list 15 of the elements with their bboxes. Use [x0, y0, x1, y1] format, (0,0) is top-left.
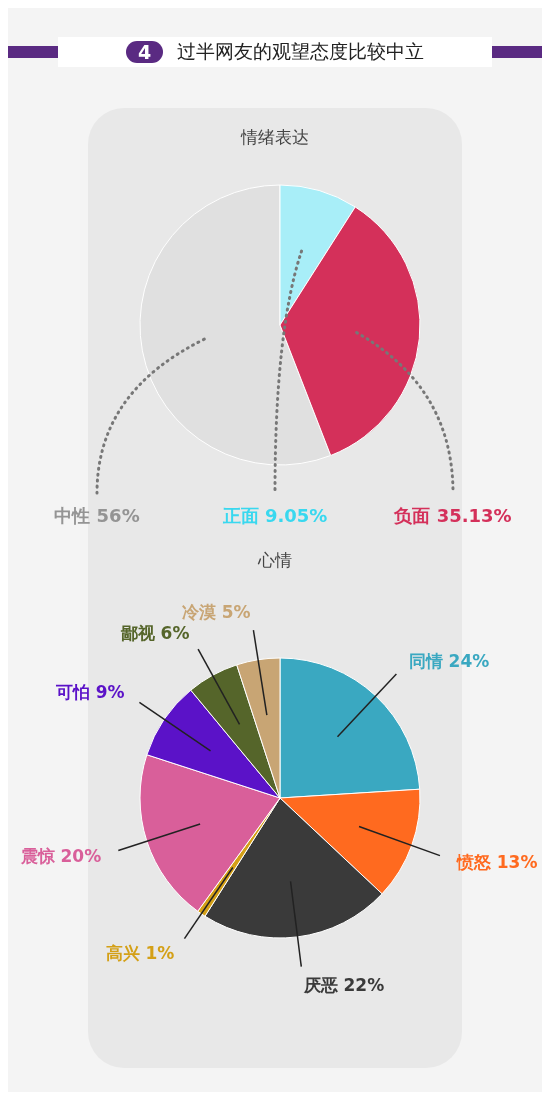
slice-label: 正面 9.05% [221, 504, 328, 526]
slice-label: 可怕 9% [54, 682, 125, 703]
slice-label: 震惊 20% [19, 846, 102, 867]
slice-label: 中性 56% [54, 504, 140, 526]
slice-label: 厌恶 22% [302, 974, 385, 995]
text: 过半网友的观望态度比较中立 [177, 39, 425, 64]
slice-label: 愤怒 13% [455, 851, 538, 872]
chart-title: 情绪表达 [239, 126, 310, 149]
slice-label: 冷漠 5% [181, 602, 251, 623]
slice-label: 鄙视 6% [119, 623, 190, 644]
chart-title: 心情 [257, 549, 293, 572]
text: 4 [125, 41, 164, 63]
slice-label: 负面 35.13% [393, 504, 512, 526]
slice-label: 同情 24% [408, 650, 490, 671]
slice-label: 高兴 1% [105, 943, 175, 964]
